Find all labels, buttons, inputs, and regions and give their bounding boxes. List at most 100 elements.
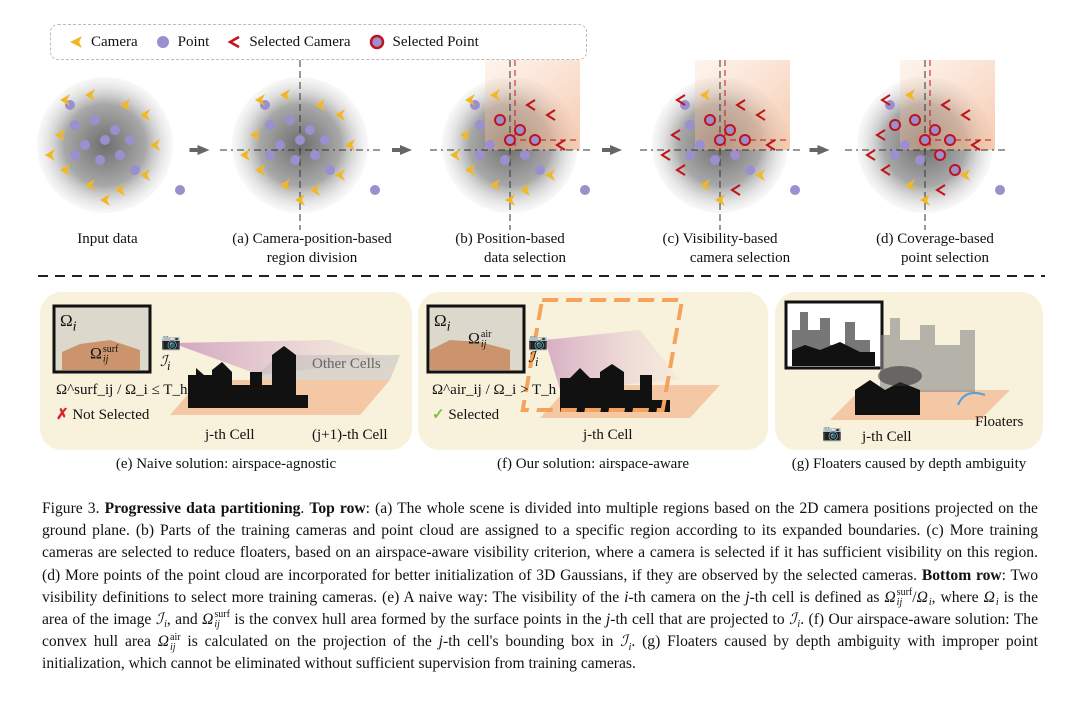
arrow-shaft xyxy=(392,148,401,152)
caption-text: -th cell's bounding box in xyxy=(443,633,621,651)
caption-math: ℐ i xyxy=(620,633,632,653)
selected-point xyxy=(494,114,506,126)
point xyxy=(100,135,110,145)
point xyxy=(485,140,495,150)
stage-0 xyxy=(37,77,210,213)
floater-arrow xyxy=(957,392,986,406)
selected-camera xyxy=(865,149,876,161)
selected-camera xyxy=(660,149,671,161)
arrow-shaft xyxy=(189,148,199,152)
camera xyxy=(905,89,915,101)
camera xyxy=(920,194,930,206)
selected-camera xyxy=(875,129,886,141)
camera xyxy=(295,194,305,206)
label-a: (a) Camera-position-based region division xyxy=(232,231,392,266)
caption-text: . (f) Our airspace-aware solution: The c… xyxy=(42,611,1038,651)
point xyxy=(730,150,740,160)
caption-text: is the area of the image xyxy=(42,588,1038,629)
camera-chevron-icon xyxy=(70,36,82,48)
selected-point xyxy=(909,114,921,126)
label-c: (c) Visibility-based camera selection xyxy=(662,231,791,266)
camera xyxy=(280,89,290,101)
caption-text: -th camera on the xyxy=(628,588,746,606)
selected-camera xyxy=(970,139,981,151)
selected-point xyxy=(529,134,541,146)
cell-j1-label: (j+1)-th Cell xyxy=(312,427,388,443)
caption-math: j xyxy=(438,633,444,651)
omega-i-label: Ωi xyxy=(60,311,77,335)
point xyxy=(290,155,300,165)
selected-camera xyxy=(730,184,741,196)
arrow-icon xyxy=(197,145,210,155)
legend-selected-camera: Selected Camera xyxy=(227,34,351,51)
camera xyxy=(150,139,160,151)
camera xyxy=(755,169,765,181)
selected-camera xyxy=(880,94,891,106)
panel-g-drawing: 📷 xyxy=(784,300,1010,442)
selected-camera xyxy=(670,129,681,141)
criterion-e: Ω^surf_ij / Ω_i ≤ T_h xyxy=(56,382,188,398)
figure-caption: Figure 3. Progressive data partitioning.… xyxy=(42,498,1038,676)
point xyxy=(275,140,285,150)
point xyxy=(305,125,315,135)
point xyxy=(110,125,120,135)
label-b: (b) Position-based data selection xyxy=(455,231,567,266)
selected-point xyxy=(889,119,901,131)
point xyxy=(710,155,720,165)
caption-f: (f) Our solution: airspace-aware xyxy=(497,456,689,472)
check-icon: ✓ xyxy=(432,407,445,423)
camera xyxy=(315,99,325,111)
caption-math: Ω i xyxy=(983,588,999,609)
camera xyxy=(450,149,460,161)
panel-f-drawing: 📷 xyxy=(426,298,720,418)
selected-point-icon xyxy=(369,34,384,50)
criterion-f: Ω^air_ij / Ω_i > T_h xyxy=(432,382,557,398)
legend: Camera Point Selected Camera Selected Po… xyxy=(50,24,587,60)
selected-point xyxy=(934,149,946,161)
selected-point xyxy=(739,134,751,146)
point xyxy=(80,140,90,150)
camera xyxy=(465,94,475,106)
camera xyxy=(60,94,70,106)
selected-camera xyxy=(675,94,686,106)
camera xyxy=(280,179,290,191)
caption-bold: Bottom row xyxy=(921,566,1002,584)
camera xyxy=(905,179,915,191)
selected-point xyxy=(514,124,526,136)
camera xyxy=(310,184,320,196)
camera xyxy=(490,179,500,191)
legend-point: Point xyxy=(156,34,209,51)
point xyxy=(790,185,800,195)
point xyxy=(310,150,320,160)
point xyxy=(520,150,530,160)
selected-point xyxy=(504,134,516,146)
point xyxy=(475,150,485,160)
legend-selected-point: Selected Point xyxy=(369,34,479,51)
selected-point xyxy=(724,124,736,136)
point xyxy=(685,120,695,130)
point xyxy=(685,150,695,160)
caption-math: j xyxy=(745,588,750,606)
caption-text: -th cell that are projected to xyxy=(610,611,790,629)
point xyxy=(890,150,900,160)
stage-4 xyxy=(845,60,1005,230)
selected-camera xyxy=(545,109,556,121)
camera xyxy=(335,109,345,121)
camera xyxy=(490,89,500,101)
camera-icon: 📷 xyxy=(161,334,181,351)
label-input-data: Input data xyxy=(77,231,138,247)
point xyxy=(285,115,295,125)
selected-camera xyxy=(675,164,686,176)
arrow-icon xyxy=(817,145,830,155)
arrow-shaft xyxy=(602,148,611,152)
caption-text: / xyxy=(912,588,917,606)
point xyxy=(320,135,330,145)
stage-1 xyxy=(220,60,412,230)
camera-image-label: ℐi xyxy=(160,354,171,373)
camera xyxy=(55,129,65,141)
point xyxy=(535,165,545,175)
